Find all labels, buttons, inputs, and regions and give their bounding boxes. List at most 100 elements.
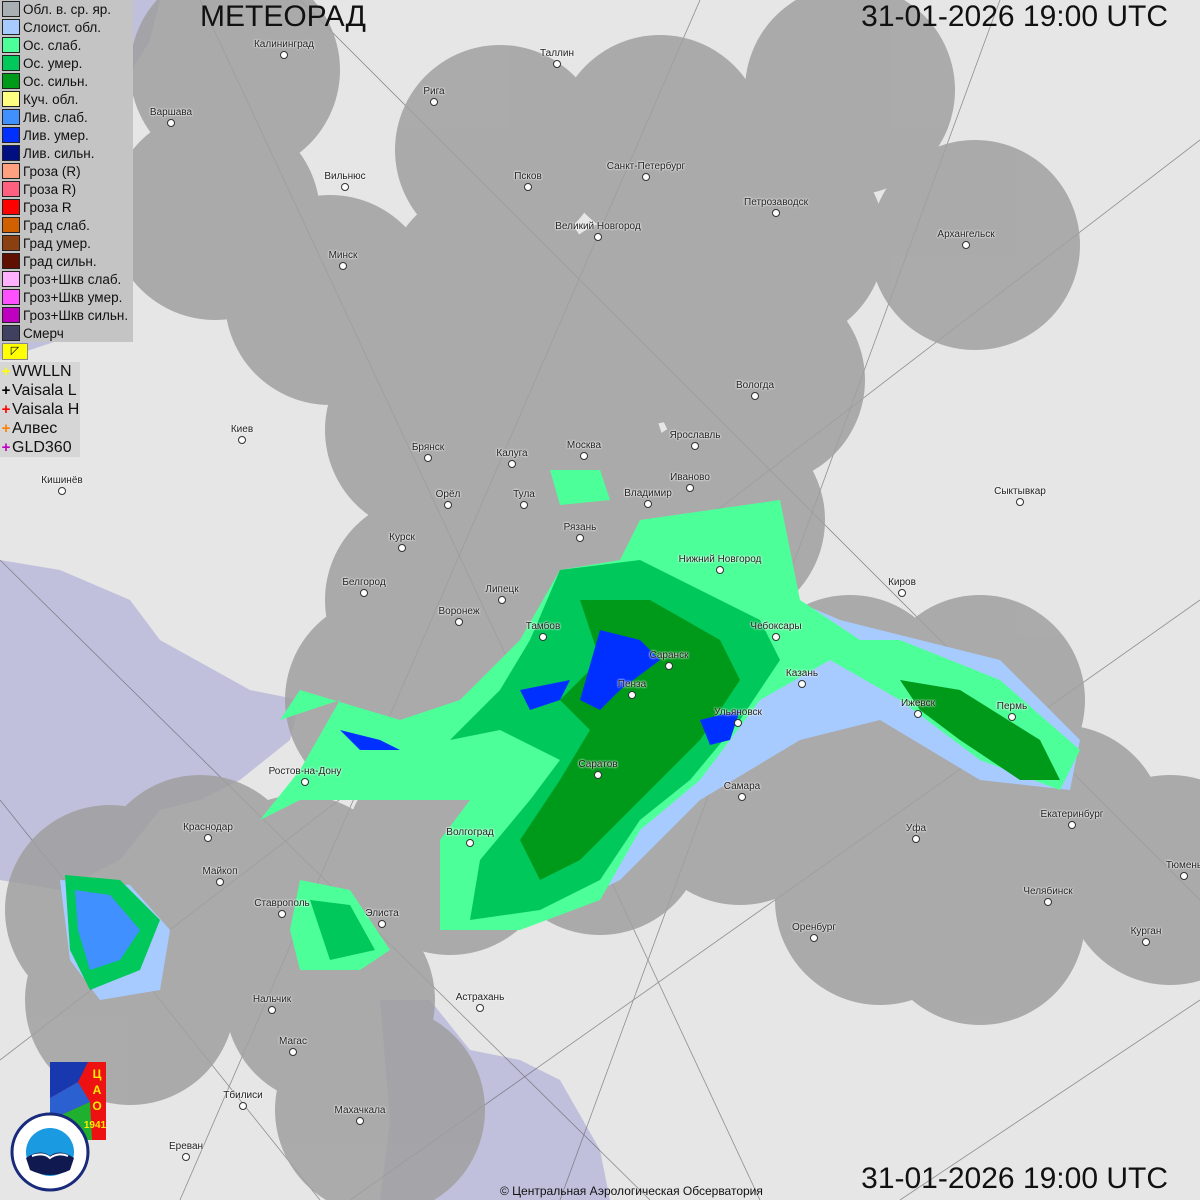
city-label: Саратов — [578, 759, 618, 770]
city-label: Воронеж — [438, 606, 480, 617]
legend-label: Гроза R — [23, 199, 72, 215]
city-marker-icon — [455, 618, 463, 626]
city-label: Курск — [389, 532, 415, 543]
city-label: Архангельск — [937, 229, 995, 240]
city-marker-icon — [356, 1117, 364, 1125]
legend-item: Гроза (R) — [0, 162, 133, 180]
city-marker-icon — [594, 771, 602, 779]
city-marker-icon — [268, 1006, 276, 1014]
legend-label: Гроза (R) — [23, 163, 81, 179]
city-label: Великий Новгород — [555, 221, 641, 232]
legend-swatch — [2, 91, 20, 107]
legend-item: Град слаб. — [0, 216, 133, 234]
city-label: Вильнюс — [324, 171, 366, 182]
roshydromet-logo — [10, 1112, 90, 1192]
city-marker-icon — [686, 484, 694, 492]
city-label: Кишинёв — [41, 475, 83, 486]
copyright: © Центральная Аэрологическая Обсерватори… — [500, 1184, 763, 1198]
city-label: Нальчик — [252, 994, 292, 1005]
city-marker-icon — [444, 501, 452, 509]
city-marker-icon — [238, 436, 246, 444]
lightning-toggle-icon[interactable]: ◸ — [2, 343, 28, 360]
city-label: Сыктывкар — [994, 486, 1046, 497]
city-marker-icon — [594, 233, 602, 241]
city-marker-icon — [280, 51, 288, 59]
city-marker-icon — [204, 834, 212, 842]
city-marker-icon — [734, 719, 742, 727]
legend-item: Гроз+Шкв умер. — [0, 288, 133, 306]
city-marker-icon — [772, 633, 780, 641]
city-marker-icon — [772, 209, 780, 217]
legend-swatch — [2, 289, 20, 305]
city-marker-icon — [339, 262, 347, 270]
city-label: Элиста — [365, 908, 399, 919]
city-label: Санкт-Петербург — [606, 161, 686, 172]
city-label: Нижний Новгород — [678, 554, 762, 565]
legend-label: Гроз+Шкв умер. — [23, 289, 123, 305]
city-marker-icon — [1044, 898, 1052, 906]
city-marker-icon — [628, 691, 636, 699]
legend-swatch — [2, 163, 20, 179]
city-label: Орёл — [435, 489, 461, 500]
city-marker-icon — [962, 241, 970, 249]
city-label: Ярославль — [669, 430, 721, 441]
timestamp-top: 31-01-2026 19:00 UTC — [861, 0, 1168, 33]
svg-text:А: А — [93, 1083, 102, 1097]
legend-swatch — [2, 55, 20, 71]
city-marker-icon — [476, 1004, 484, 1012]
city-label: Калининград — [253, 39, 315, 50]
app-title: МЕТЕОРАД — [200, 0, 366, 33]
city-marker-icon — [498, 596, 506, 604]
legend-swatch — [2, 127, 20, 143]
legend-swatch — [2, 1, 20, 17]
legend-label: Град сильн. — [23, 253, 97, 269]
city-marker-icon — [524, 183, 532, 191]
lightning-cross-icon: + — [1, 439, 11, 456]
city-label: Екатеринбург — [1040, 809, 1104, 820]
city-label: Киев — [230, 424, 254, 435]
city-label: Самара — [723, 781, 761, 792]
city-marker-icon — [751, 392, 759, 400]
legend-swatch — [2, 145, 20, 161]
legend-swatch — [2, 253, 20, 269]
city-marker-icon — [301, 778, 309, 786]
city-label: Липецк — [485, 584, 519, 595]
city-label: Тюмень — [1165, 860, 1200, 871]
city-label: Тула — [513, 489, 535, 500]
city-marker-icon — [810, 934, 818, 942]
lightning-source-label: Vaisala H — [12, 400, 80, 418]
city-marker-icon — [58, 487, 66, 495]
legend-item: Обл. в. ср. яр. — [0, 0, 133, 18]
city-label: Чебоксары — [750, 621, 802, 632]
legend-label: Ос. умер. — [23, 55, 83, 71]
lightning-source-item[interactable]: + WWLLN — [0, 362, 80, 381]
lightning-source-item[interactable]: + Vaisala H — [0, 400, 80, 419]
legend-swatch — [2, 199, 20, 215]
city-label: Пенза — [617, 679, 647, 690]
city-marker-icon — [644, 500, 652, 508]
radar-circle — [775, 795, 985, 1005]
legend-label: Лив. сильн. — [23, 145, 95, 161]
lightning-source-item[interactable]: + Vaisala L — [0, 381, 80, 400]
legend-item: Слоист. обл. — [0, 18, 133, 36]
legend-label: Град слаб. — [23, 217, 90, 233]
legend-item: Гроз+Шкв слаб. — [0, 270, 133, 288]
legend-item: Смерч — [0, 324, 133, 342]
city-marker-icon — [798, 680, 806, 688]
city-marker-icon — [341, 183, 349, 191]
city-label: Пермь — [996, 701, 1028, 712]
lightning-source-item[interactable]: + Алвес — [0, 419, 80, 438]
svg-text:Ц: Ц — [93, 1067, 102, 1081]
lightning-source-item[interactable]: + GLD360 — [0, 438, 80, 457]
legend-item: Лив. слаб. — [0, 108, 133, 126]
legend-swatch — [2, 37, 20, 53]
legend-label: Гроза R) — [23, 181, 77, 197]
lightning-cross-icon: + — [1, 401, 11, 418]
legend-label: Град умер. — [23, 235, 91, 251]
city-label: Ставрополь — [254, 898, 310, 909]
legend-item: Куч. обл. — [0, 90, 133, 108]
city-label: Рига — [423, 86, 445, 97]
legend-item: Гроза R) — [0, 180, 133, 198]
city-label: Ижевск — [900, 698, 936, 709]
